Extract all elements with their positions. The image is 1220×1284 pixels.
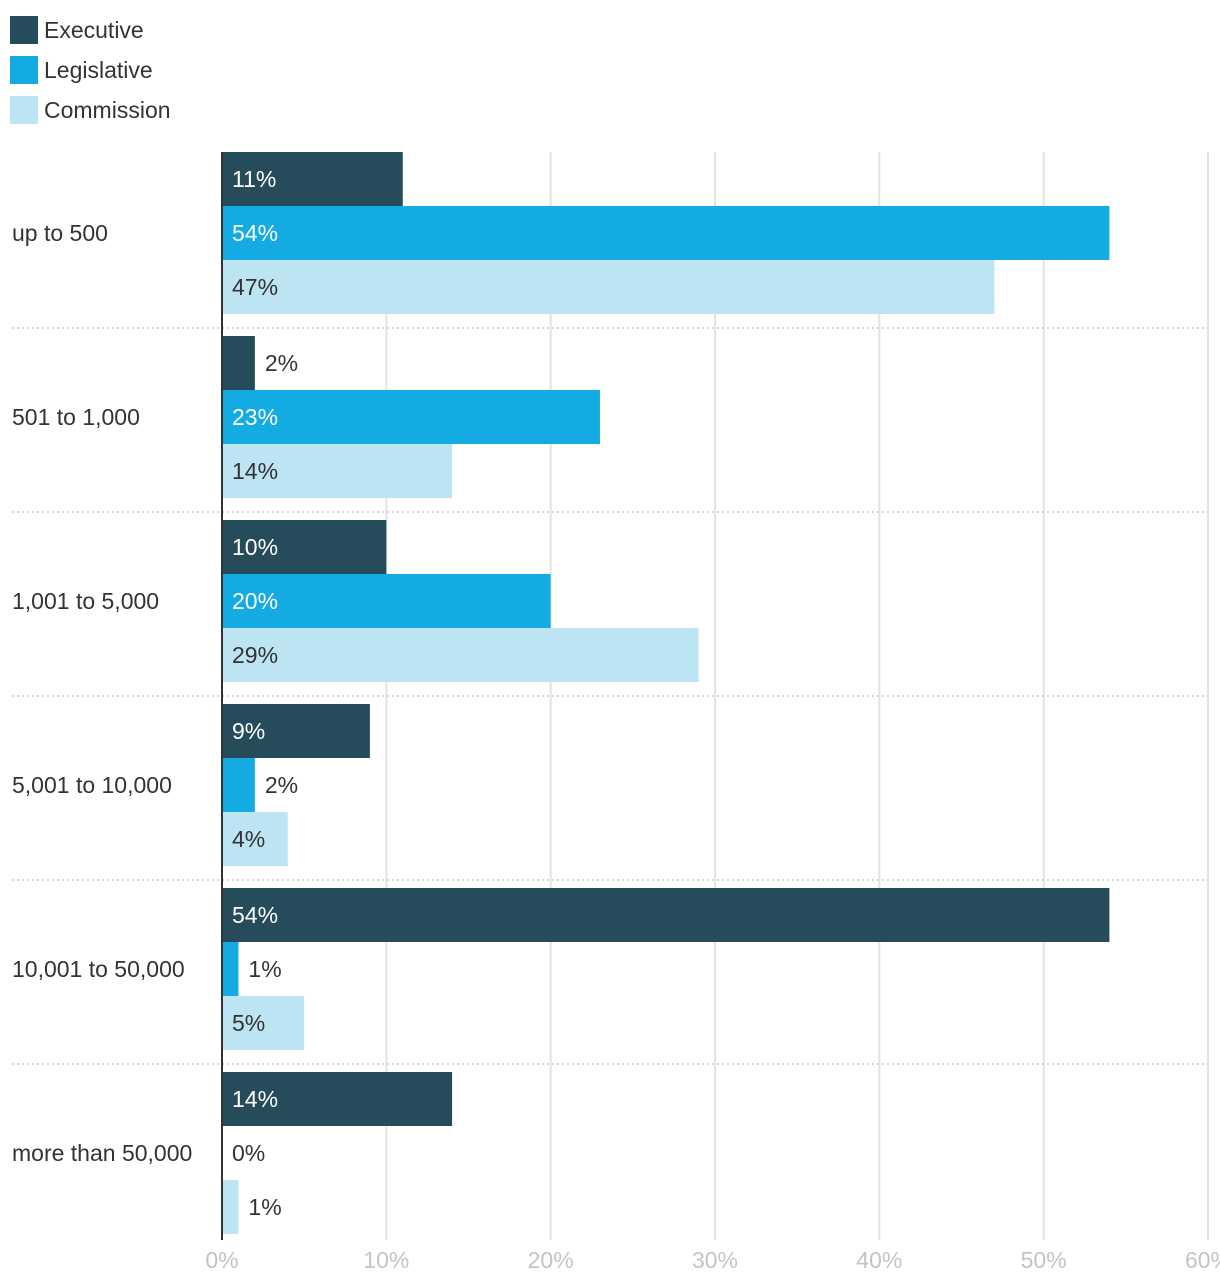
category-label-1-001-to-5-000: 1,001 to 5,000 <box>12 588 159 614</box>
value-label-legislative-5-001-to-10-000: 2% <box>265 772 298 798</box>
legend-swatch-legislative <box>10 56 38 84</box>
value-label-commission-501-to-1-000: 14% <box>232 458 278 484</box>
bar-legislative-up-to-500 <box>222 206 1110 260</box>
x-axis-ticks: 0% 10% 20% 30% 40% 50% 60% <box>205 1247 1220 1273</box>
bars <box>222 152 1110 1234</box>
x-tick-label: 10% <box>363 1247 409 1273</box>
value-labels: 11% 54% 47% 2% 23% 14% 10% 20% 29% 9% 2% 4% 54% 1% 5% 1… <box>232 166 298 1220</box>
value-label-legislative-up-to-500: 54% <box>232 220 278 246</box>
bar-executive-more-than-50-000 <box>222 1072 453 1126</box>
value-label-commission-10-001-to-50-000: 5% <box>232 1010 265 1036</box>
bar-legislative-10-001-to-50-000 <box>222 942 239 996</box>
x-tick-label: 0% <box>205 1247 238 1273</box>
value-label-executive-10-001-to-50-000: 54% <box>232 902 278 928</box>
bar-executive-10-001-to-50-000 <box>222 888 1110 942</box>
bar-legislative-5-001-to-10-000 <box>222 758 255 812</box>
legend-item-legislative: Legislative <box>10 50 171 90</box>
category-label-more-than-50-000: more than 50,000 <box>12 1140 192 1166</box>
category-label-up-to-500: up to 500 <box>12 220 108 246</box>
chart-legend: Executive Legislative Commission <box>10 10 171 130</box>
bar-executive-5-001-to-10-000 <box>222 704 370 758</box>
value-label-executive-up-to-500: 11% <box>232 166 276 192</box>
legend-swatch-commission <box>10 96 38 124</box>
value-label-commission-more-than-50-000: 1% <box>248 1194 281 1220</box>
category-label-5-001-to-10-000: 5,001 to 10,000 <box>12 772 172 798</box>
x-tick-label: 60% <box>1185 1247 1220 1273</box>
bar-executive-1-001-to-5-000 <box>222 520 387 574</box>
value-label-legislative-1-001-to-5-000: 20% <box>232 588 278 614</box>
bar-commission-up-to-500 <box>222 260 995 314</box>
legend-swatch-executive <box>10 16 38 44</box>
bar-commission-501-to-1-000 <box>222 444 453 498</box>
value-label-legislative-501-to-1-000: 23% <box>232 404 278 430</box>
bar-commission-more-than-50-000 <box>222 1180 239 1234</box>
category-label-501-to-1-000: 501 to 1,000 <box>12 404 140 430</box>
bar-commission-10-001-to-50-000 <box>222 996 305 1050</box>
legend-label-legislative: Legislative <box>44 56 153 83</box>
value-label-legislative-more-than-50-000: 0% <box>232 1140 265 1166</box>
x-tick-label: 30% <box>692 1247 738 1273</box>
bar-legislative-1-001-to-5-000 <box>222 574 551 628</box>
category-separators <box>12 327 1208 1065</box>
category-labels: up to 500 501 to 1,000 1,001 to 5,000 5,001… <box>12 220 192 1166</box>
bar-executive-501-to-1-000 <box>222 336 255 390</box>
value-label-legislative-10-001-to-50-000: 1% <box>248 956 281 982</box>
category-label-10-001-to-50-000: 10,001 to 50,000 <box>12 956 185 982</box>
x-tick-label: 50% <box>1021 1247 1067 1273</box>
legend-label-executive: Executive <box>44 16 144 43</box>
bar-commission-5-001-to-10-000 <box>222 812 288 866</box>
value-label-executive-501-to-1-000: 2% <box>265 350 298 376</box>
bar-commission-1-001-to-5-000 <box>222 628 699 682</box>
value-label-commission-up-to-500: 47% <box>232 274 278 300</box>
value-label-executive-more-than-50-000: 14% <box>232 1086 278 1112</box>
x-tick-label: 20% <box>528 1247 574 1273</box>
legend-item-commission: Commission <box>10 90 171 130</box>
value-label-executive-5-001-to-10-000: 9% <box>232 718 265 744</box>
legend-label-commission: Commission <box>44 96 171 123</box>
value-label-commission-5-001-to-10-000: 4% <box>232 826 265 852</box>
legend-item-executive: Executive <box>10 10 171 50</box>
bar-legislative-501-to-1-000 <box>222 390 600 444</box>
value-label-commission-1-001-to-5-000: 29% <box>232 642 278 668</box>
bar-executive-up-to-500 <box>222 152 403 206</box>
value-label-executive-1-001-to-5-000: 10% <box>232 534 278 560</box>
x-tick-label: 40% <box>856 1247 902 1273</box>
